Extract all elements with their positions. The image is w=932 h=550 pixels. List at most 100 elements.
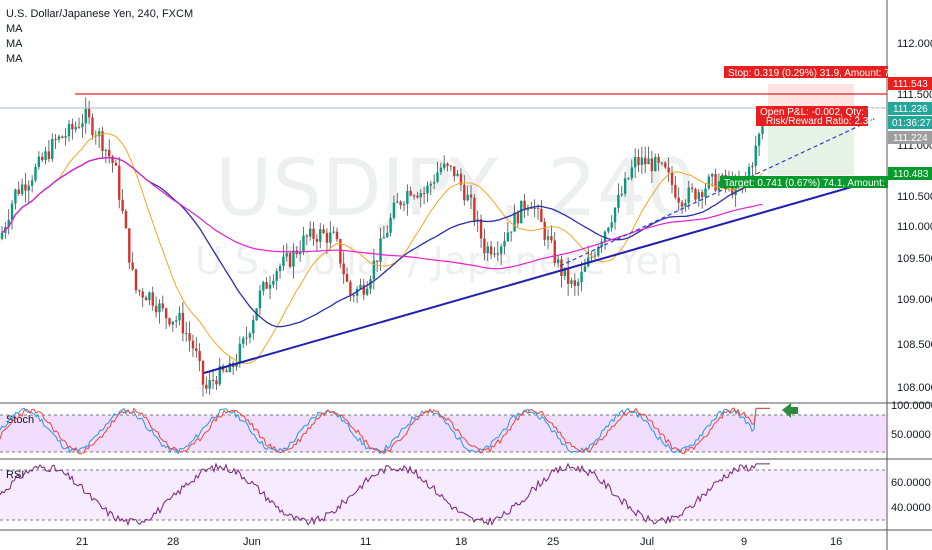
candle-body: [600, 241, 603, 247]
candle-body: [362, 284, 365, 295]
price-tick: 109.500: [897, 253, 932, 265]
stop-label-box: [724, 66, 888, 78]
candle-body: [30, 180, 34, 186]
candle-body: [71, 124, 74, 130]
price-tick: 110.500: [897, 191, 932, 203]
time-tick: Jun: [243, 536, 261, 548]
candle-body: [506, 232, 510, 242]
arrow-marker: [782, 403, 798, 418]
candle-body: [345, 274, 349, 282]
candle-body: [339, 239, 342, 264]
ascending-trendline[interactable]: [203, 183, 863, 374]
candle-body: [191, 340, 195, 349]
candle-body: [97, 131, 101, 137]
time-axis[interactable]: 21 28 Jun 11 18 25 Jul 9 16: [76, 536, 842, 548]
candle-body: [577, 282, 580, 286]
candle-body: [138, 290, 141, 292]
price-tick: 112.000: [897, 38, 932, 50]
candle-body: [677, 197, 680, 203]
candle-body: [402, 204, 406, 206]
candle-body: [245, 337, 248, 339]
candle-body: [623, 178, 627, 194]
candle-body: [613, 207, 617, 223]
candle-body: [288, 253, 292, 267]
candle-body: [141, 291, 144, 298]
stoch-d-line[interactable]: [0, 407, 770, 455]
time-tick: Jul: [640, 536, 654, 548]
stop-label: Stop: 0.319 (0.29%) 31.9, Amount: 750: [728, 68, 901, 79]
candle-body: [627, 178, 630, 180]
rsi-line[interactable]: [0, 462, 770, 527]
indicator-ma-1[interactable]: MA: [6, 23, 23, 35]
stoch-k-line[interactable]: [0, 407, 770, 455]
candle-body: [473, 197, 476, 222]
price-tag-target: [888, 167, 932, 180]
candle-body: [432, 181, 436, 184]
indicator-ma-3[interactable]: MA: [6, 53, 23, 65]
stoch-tick: 100.0000: [891, 400, 932, 412]
candle-body: [412, 195, 416, 197]
indicator-ma-2[interactable]: MA: [6, 38, 23, 50]
candle-body: [757, 133, 761, 146]
candle-body: [560, 259, 563, 276]
candle-body: [620, 193, 623, 196]
candle-body: [684, 203, 687, 207]
candle-body: [372, 260, 376, 280]
candle-body: [309, 228, 312, 237]
moving-average-line[interactable]: [1, 157, 763, 270]
chart-title: U.S. Dollar/Japanese Yen, 240, FXCM: [6, 8, 193, 20]
price-tick: 110.000: [897, 221, 932, 233]
price-tag-current-text: 111.226: [893, 104, 928, 115]
candle-body: [550, 236, 553, 241]
candle-body: [650, 158, 654, 172]
candle-body: [124, 210, 128, 229]
candle-body: [148, 292, 151, 301]
candle-body: [707, 176, 711, 189]
candle-body: [416, 195, 419, 198]
candle-body: [493, 253, 496, 255]
candle-body: [453, 166, 456, 177]
candle-body: [158, 303, 161, 313]
candle-body: [443, 163, 446, 168]
price-tag-resistance-text: 111.543: [893, 79, 928, 90]
candle-body: [322, 229, 325, 233]
price-tag-countdown: [888, 116, 932, 129]
candle-body: [751, 165, 754, 168]
candle-body: [566, 267, 570, 284]
candle-body: [436, 172, 439, 182]
pl-label-box: [756, 106, 868, 126]
candle-body: [644, 157, 647, 165]
candle-body: [225, 370, 228, 373]
candle-body: [128, 228, 131, 263]
candle-body: [593, 255, 597, 257]
candle-body: [315, 238, 319, 242]
time-tick: 28: [167, 536, 179, 548]
candle-body: [516, 212, 520, 224]
candle-body: [47, 151, 51, 159]
candle-body: [161, 303, 164, 309]
moving-average-line[interactable]: [1, 133, 763, 364]
candle-body: [382, 237, 386, 239]
price-axis[interactable]: 112.000 111.500 111.000 110.500 110.000 …: [897, 38, 932, 394]
candle-body: [429, 183, 432, 186]
candle-body: [335, 231, 339, 240]
candle-body: [489, 246, 493, 255]
candle-body: [10, 203, 14, 220]
candle-body: [499, 246, 503, 254]
candle-body: [235, 363, 238, 368]
candle-body: [610, 222, 613, 228]
dashed-trendline[interactable]: [559, 117, 877, 267]
candle-body: [761, 125, 764, 134]
candle-body: [265, 281, 268, 289]
candle-body: [305, 235, 309, 237]
price-tag-entry-text: 111.224: [893, 133, 928, 144]
candle-body: [208, 380, 211, 389]
candle-body: [580, 271, 583, 283]
candle-body: [446, 163, 449, 166]
candle-body: [292, 250, 295, 267]
candle-body: [717, 181, 721, 191]
candle-body: [329, 232, 332, 243]
candle-body: [24, 184, 27, 191]
